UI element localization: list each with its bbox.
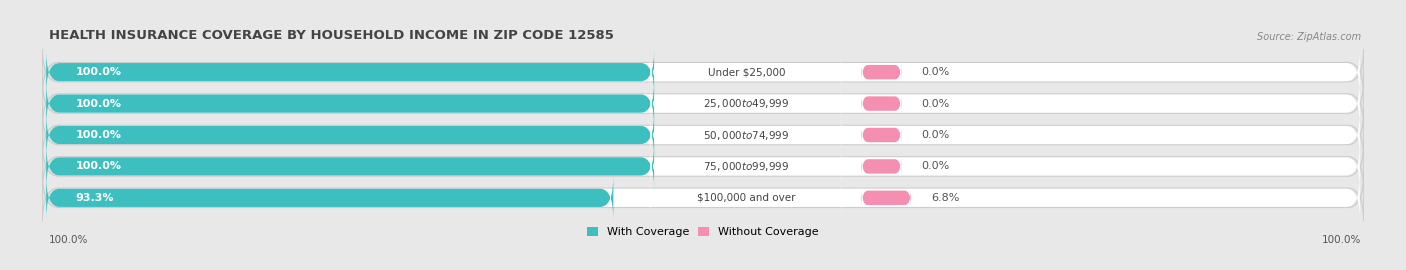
- FancyBboxPatch shape: [862, 127, 901, 143]
- FancyBboxPatch shape: [46, 144, 654, 189]
- FancyBboxPatch shape: [46, 113, 654, 157]
- Text: Under $25,000: Under $25,000: [707, 67, 786, 77]
- FancyBboxPatch shape: [46, 50, 654, 94]
- Text: $25,000 to $49,999: $25,000 to $49,999: [703, 97, 790, 110]
- FancyBboxPatch shape: [650, 117, 842, 153]
- Text: Source: ZipAtlas.com: Source: ZipAtlas.com: [1257, 32, 1361, 42]
- Text: 100.0%: 100.0%: [1322, 235, 1361, 245]
- FancyBboxPatch shape: [42, 76, 1364, 131]
- Text: 100.0%: 100.0%: [76, 161, 121, 171]
- Text: 0.0%: 0.0%: [921, 67, 949, 77]
- FancyBboxPatch shape: [46, 50, 1360, 94]
- Text: 100.0%: 100.0%: [49, 235, 89, 245]
- FancyBboxPatch shape: [46, 113, 1360, 157]
- FancyBboxPatch shape: [42, 107, 1364, 163]
- FancyBboxPatch shape: [42, 44, 1364, 100]
- Text: $50,000 to $74,999: $50,000 to $74,999: [703, 129, 790, 141]
- Text: HEALTH INSURANCE COVERAGE BY HOUSEHOLD INCOME IN ZIP CODE 12585: HEALTH INSURANCE COVERAGE BY HOUSEHOLD I…: [49, 29, 613, 42]
- Text: 100.0%: 100.0%: [76, 130, 121, 140]
- Text: 0.0%: 0.0%: [921, 130, 949, 140]
- FancyBboxPatch shape: [46, 81, 654, 126]
- Text: 100.0%: 100.0%: [76, 67, 121, 77]
- FancyBboxPatch shape: [650, 180, 842, 216]
- Text: 93.3%: 93.3%: [76, 193, 114, 203]
- FancyBboxPatch shape: [42, 139, 1364, 194]
- FancyBboxPatch shape: [46, 176, 1360, 220]
- FancyBboxPatch shape: [42, 170, 1364, 226]
- Legend: With Coverage, Without Coverage: With Coverage, Without Coverage: [582, 223, 824, 242]
- Text: 100.0%: 100.0%: [76, 99, 121, 109]
- FancyBboxPatch shape: [46, 81, 1360, 126]
- Text: 0.0%: 0.0%: [921, 99, 949, 109]
- FancyBboxPatch shape: [862, 158, 901, 175]
- Text: 0.0%: 0.0%: [921, 161, 949, 171]
- FancyBboxPatch shape: [650, 86, 842, 122]
- FancyBboxPatch shape: [650, 54, 842, 90]
- FancyBboxPatch shape: [862, 95, 901, 112]
- FancyBboxPatch shape: [46, 144, 1360, 189]
- FancyBboxPatch shape: [862, 189, 911, 206]
- Text: $100,000 and over: $100,000 and over: [697, 193, 796, 203]
- FancyBboxPatch shape: [862, 64, 901, 81]
- FancyBboxPatch shape: [46, 176, 613, 220]
- Text: $75,000 to $99,999: $75,000 to $99,999: [703, 160, 790, 173]
- FancyBboxPatch shape: [650, 148, 842, 184]
- Text: 6.8%: 6.8%: [931, 193, 959, 203]
